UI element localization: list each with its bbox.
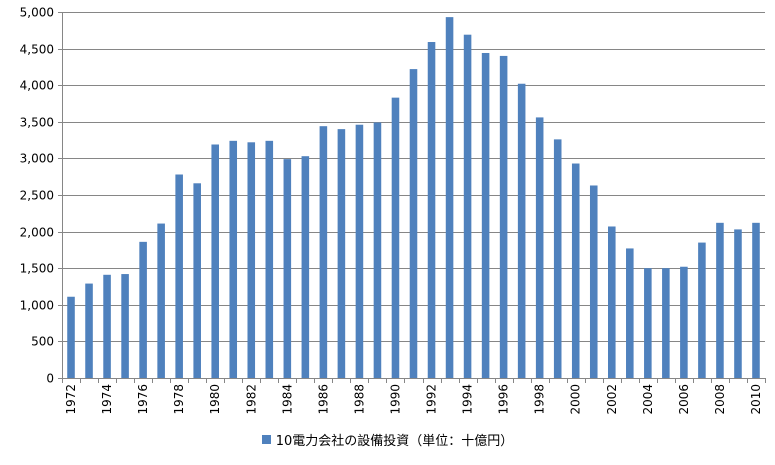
bar-1994 bbox=[463, 34, 472, 378]
x-tick-label: 1978 bbox=[172, 384, 186, 415]
y-tick-label: 500 bbox=[31, 335, 54, 349]
legend-swatch bbox=[261, 434, 271, 444]
bar-1984 bbox=[283, 159, 292, 378]
x-tick-label: 1994 bbox=[461, 384, 475, 415]
x-tick-label: 1990 bbox=[388, 384, 402, 415]
legend: 10電力会社の設備投資（単位：十億円） bbox=[0, 429, 775, 449]
bar-1990 bbox=[391, 97, 400, 378]
bar-1977 bbox=[157, 223, 165, 378]
bar-2003 bbox=[626, 248, 634, 378]
bar-1985 bbox=[301, 156, 310, 378]
bar-1981 bbox=[229, 140, 238, 378]
x-tick-label: 1974 bbox=[100, 384, 114, 415]
y-tick-label: 0 bbox=[46, 372, 54, 386]
x-tick-label: 1982 bbox=[244, 384, 258, 415]
bar-1991 bbox=[409, 69, 418, 378]
y-tick-label: 4,000 bbox=[20, 79, 54, 93]
bar-2007 bbox=[698, 242, 706, 378]
bar-1987 bbox=[337, 129, 346, 378]
bar-2008 bbox=[716, 222, 724, 378]
bar-2001 bbox=[589, 185, 598, 378]
x-tick-label: 1992 bbox=[425, 384, 439, 415]
bar-1980 bbox=[211, 144, 219, 378]
bar-1975 bbox=[121, 274, 129, 378]
x-tick-label: 1984 bbox=[280, 384, 294, 415]
x-tick-label: 1972 bbox=[64, 384, 78, 415]
bar-2010 bbox=[752, 222, 760, 378]
bar-1989 bbox=[373, 122, 382, 378]
y-tick-label: 4,500 bbox=[20, 43, 54, 57]
bar-2002 bbox=[608, 226, 616, 378]
y-tick-label: 5,000 bbox=[20, 6, 54, 20]
bar-2006 bbox=[680, 266, 688, 378]
bar-1972 bbox=[67, 296, 75, 378]
bar-1988 bbox=[355, 124, 364, 378]
bar-1993 bbox=[445, 17, 454, 379]
x-tick-label: 2010 bbox=[749, 384, 763, 415]
x-tick-label: 1976 bbox=[136, 384, 150, 415]
bar-1996 bbox=[499, 55, 508, 379]
x-tick-label: 1986 bbox=[316, 384, 330, 415]
bar-1974 bbox=[103, 274, 111, 378]
bar-2000 bbox=[571, 163, 580, 378]
x-tick-label: 2000 bbox=[569, 384, 583, 415]
y-tick-label: 3,000 bbox=[20, 152, 54, 166]
bar-1978 bbox=[175, 174, 183, 378]
bar-2005 bbox=[662, 268, 670, 378]
bar-1986 bbox=[319, 126, 328, 378]
bar-2004 bbox=[644, 268, 652, 378]
y-tick-label: 1,000 bbox=[20, 299, 54, 313]
y-tick-label: 1,500 bbox=[20, 262, 54, 276]
x-tick-label: 1980 bbox=[208, 384, 222, 415]
bar-1979 bbox=[193, 183, 201, 378]
y-tick-label: 2,000 bbox=[20, 226, 54, 240]
x-tick-label: 2006 bbox=[677, 384, 691, 415]
bar-1995 bbox=[481, 52, 490, 379]
bar-1983 bbox=[265, 140, 274, 378]
bar-2009 bbox=[734, 229, 742, 378]
x-tick-label: 2002 bbox=[605, 384, 619, 415]
bar-1973 bbox=[85, 283, 93, 378]
x-tick-label: 1996 bbox=[497, 384, 511, 415]
bar-1999 bbox=[553, 139, 562, 378]
x-tick-label: 2004 bbox=[641, 384, 655, 415]
y-tick-label: 3,500 bbox=[20, 116, 54, 130]
bar-1997 bbox=[517, 83, 526, 379]
bar-1992 bbox=[427, 42, 436, 378]
bar-1982 bbox=[247, 142, 256, 378]
bar-1998 bbox=[535, 117, 544, 378]
y-tick-label: 2,500 bbox=[20, 189, 54, 203]
bar-1976 bbox=[139, 241, 147, 378]
x-tick-label: 1988 bbox=[352, 384, 366, 415]
x-tick-label: 2008 bbox=[713, 384, 727, 415]
legend-label: 10電力会社の設備投資（単位：十億円） bbox=[275, 433, 514, 449]
x-tick-label: 1998 bbox=[533, 384, 547, 415]
